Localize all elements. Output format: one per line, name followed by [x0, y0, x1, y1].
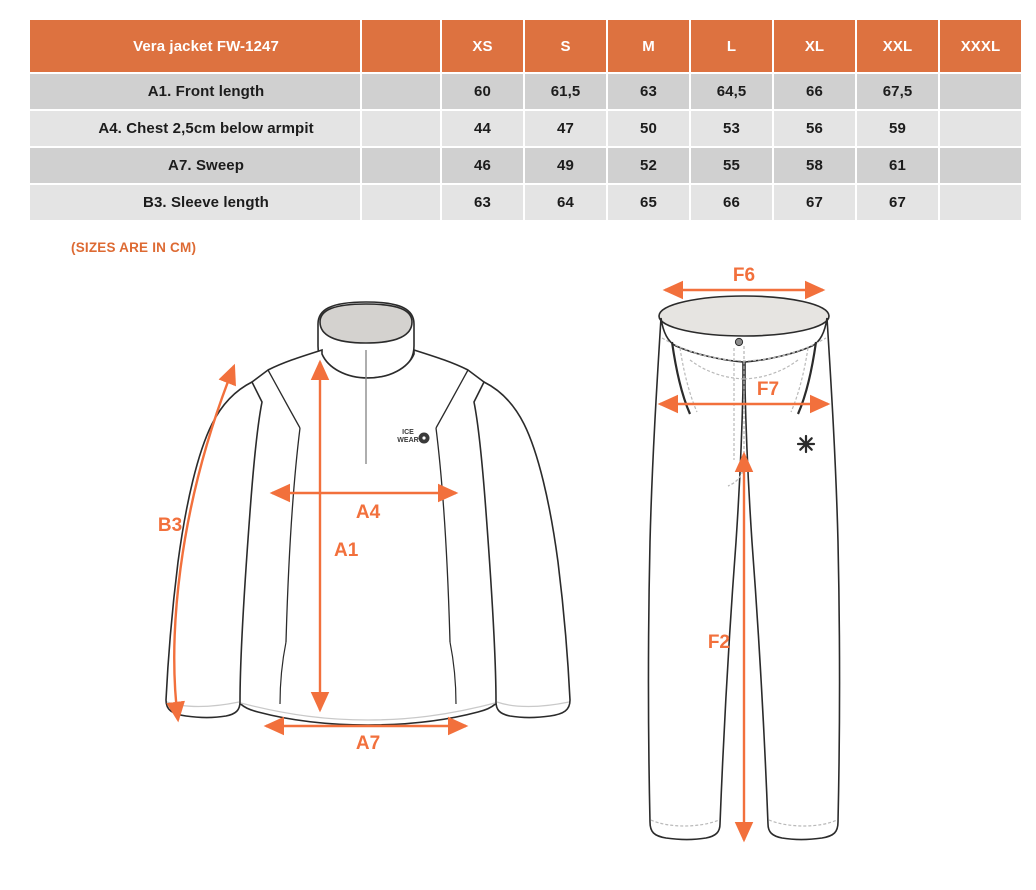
measurement-value: 63: [608, 74, 689, 109]
measurement-value: 59: [857, 111, 938, 146]
jacket-collar-inner: [319, 303, 413, 344]
jacket-right-yoke-seam: [435, 369, 469, 429]
row-spacer-cell: [362, 185, 440, 220]
measurement-value: 50: [608, 111, 689, 146]
jacket-left-dart: [279, 641, 287, 705]
measurement-value: [940, 185, 1021, 220]
size-header-xxl: XXL: [857, 20, 938, 72]
measurement-value: 49: [525, 148, 606, 183]
measure-arrow-b3: [166, 363, 236, 723]
jacket-left-side-seam: [285, 427, 301, 643]
measurement-value: 46: [442, 148, 523, 183]
table-row: A4. Chest 2,5cm below armpit 44 47 50 53…: [30, 111, 1021, 146]
snowflake-icon: [418, 432, 430, 444]
measure-label-f7: F7: [757, 379, 779, 400]
row-spacer-cell: [362, 74, 440, 109]
measurement-value: 66: [691, 185, 772, 220]
size-header-xxxl: XXXL: [940, 20, 1021, 72]
snowflake-icon: [796, 434, 816, 454]
measurement-value: 44: [442, 111, 523, 146]
table-row: A1. Front length 60 61,5 63 64,5 66 67,5: [30, 74, 1021, 109]
trousers-right-hem: [768, 819, 838, 827]
jacket-body: [235, 348, 501, 726]
logo-text-ice: ICE: [402, 429, 414, 436]
table-row: B3. Sleeve length 63 64 65 66 67 67: [30, 185, 1021, 220]
size-chart-table-container: Vera jacket FW-1247 XS S M L XL XXL XXXL…: [28, 18, 1021, 222]
measurement-value: 67: [857, 185, 938, 220]
measurement-value: 47: [525, 111, 606, 146]
product-title-header: Vera jacket FW-1247: [30, 20, 360, 72]
measure-label-a1: A1: [334, 540, 359, 561]
header-spacer-cell: [362, 20, 440, 72]
measurement-value: 67: [774, 185, 855, 220]
jacket-right-dart: [449, 641, 457, 705]
garment-diagrams: ICE WEAR B3 A1 A4 A7: [0, 262, 1036, 890]
row-spacer-cell: [362, 148, 440, 183]
size-header-l: L: [691, 20, 772, 72]
table-body: A1. Front length 60 61,5 63 64,5 66 67,5…: [30, 74, 1021, 220]
trousers-button-icon: [734, 337, 744, 347]
size-header-xl: XL: [774, 20, 855, 72]
measurement-value: [940, 74, 1021, 109]
measurement-value: 60: [442, 74, 523, 109]
trousers-left-hem: [650, 819, 720, 827]
size-header-s: S: [525, 20, 606, 72]
measurement-label: B3. Sleeve length: [30, 185, 360, 220]
measurement-value: 66: [774, 74, 855, 109]
trousers-right-leg: [744, 317, 841, 841]
measurement-value: 56: [774, 111, 855, 146]
trousers-waistband: [658, 295, 830, 337]
measurement-value: 63: [442, 185, 523, 220]
measurement-value: 53: [691, 111, 772, 146]
table-row: A7. Sweep 46 49 52 55 58 61: [30, 148, 1021, 183]
measurement-value: 61,5: [525, 74, 606, 109]
measure-label-b3: B3: [158, 515, 182, 536]
size-header-xs: XS: [442, 20, 523, 72]
ice-wear-logo: ICE WEAR: [397, 429, 430, 444]
measurement-value: 67,5: [857, 74, 938, 109]
measure-label-a4: A4: [356, 502, 381, 523]
measurement-value: 55: [691, 148, 772, 183]
jacket-right-sleeve: [473, 380, 571, 719]
sizes-unit-note: (SIZES ARE IN CM): [71, 240, 197, 255]
measurement-label: A4. Chest 2,5cm below armpit: [30, 111, 360, 146]
measurement-value: 64: [525, 185, 606, 220]
jacket-left-yoke-seam: [267, 369, 301, 429]
measurement-value: 61: [857, 148, 938, 183]
measurement-value: 65: [608, 185, 689, 220]
jacket-illustration: ICE WEAR B3 A1 A4 A7: [158, 301, 571, 754]
logo-text-wear: WEAR: [397, 437, 418, 444]
measurement-label: A1. Front length: [30, 74, 360, 109]
measure-label-f2: F2: [708, 632, 730, 653]
measurement-value: 58: [774, 148, 855, 183]
jacket-right-cuff-line: [496, 701, 570, 708]
table-header: Vera jacket FW-1247 XS S M L XL XXL XXXL: [30, 20, 1021, 72]
measurement-value: [940, 148, 1021, 183]
row-spacer-cell: [362, 111, 440, 146]
measurement-label: A7. Sweep: [30, 148, 360, 183]
measure-label-a7: A7: [356, 733, 380, 754]
measurement-value: 52: [608, 148, 689, 183]
measure-label-f6: F6: [733, 265, 755, 286]
jacket-right-side-seam: [435, 427, 451, 643]
trousers-left-leg: [647, 317, 744, 841]
table-header-row: Vera jacket FW-1247 XS S M L XL XXL XXXL: [30, 20, 1021, 72]
size-chart-table: Vera jacket FW-1247 XS S M L XL XXL XXXL…: [28, 18, 1023, 222]
size-header-m: M: [608, 20, 689, 72]
trousers-illustration: F6 F7 F2: [647, 265, 841, 843]
measurement-value: [940, 111, 1021, 146]
measurement-value: 64,5: [691, 74, 772, 109]
